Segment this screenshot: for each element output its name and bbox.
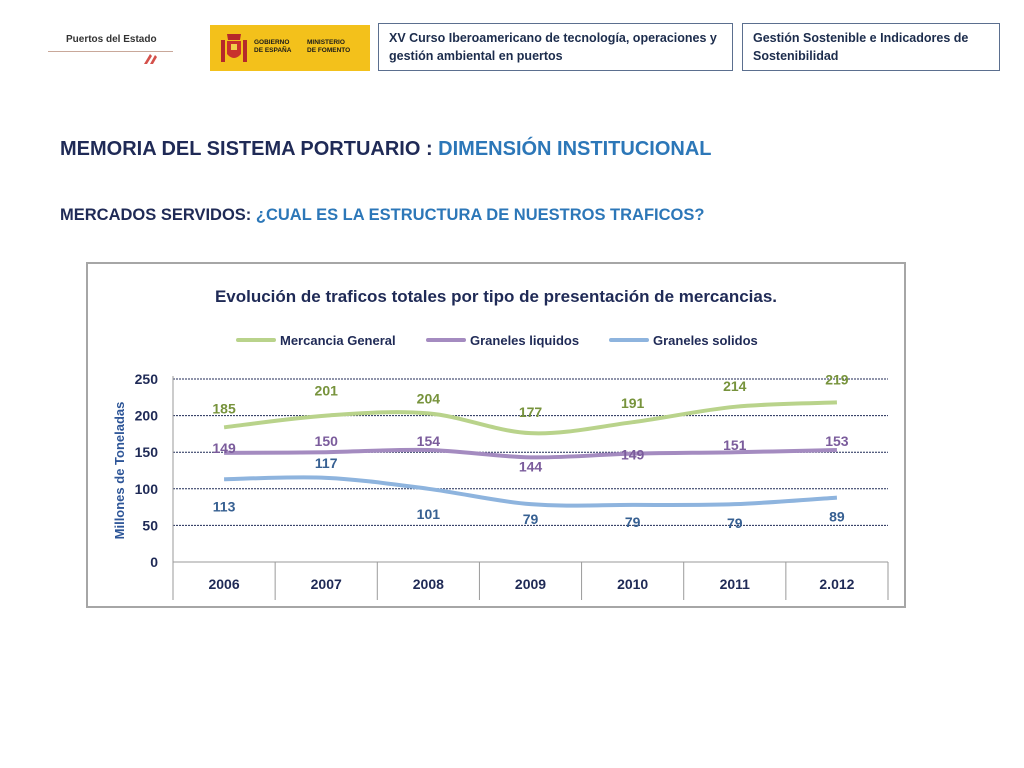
y-tick-label-0: 0 xyxy=(150,554,158,570)
x-tick-label-2009: 2009 xyxy=(515,576,546,592)
data-label-mercancia-general: 214 xyxy=(723,378,747,394)
data-label-graneles-solidos: 117 xyxy=(315,455,338,471)
puertos-del-estado-logo-text: Puertos del Estado xyxy=(66,34,157,45)
chart-title: Evolución de traficos totales por tipo d… xyxy=(215,287,777,306)
page-subtitle: MERCADOS SERVIDOS: ¿CUAL ES LA ESTRUCTUR… xyxy=(60,206,704,225)
page-title: MEMORIA DEL SISTEMA PORTUARIO : DIMENSIÓ… xyxy=(60,138,712,161)
coat-of-arms-icon xyxy=(221,34,247,62)
data-label-graneles-solidos: 113 xyxy=(213,498,236,514)
data-label-graneles-solidos: 101 xyxy=(417,506,441,522)
y-tick-label-100: 100 xyxy=(135,481,159,497)
y-tick-label-250: 250 xyxy=(135,371,159,387)
y-tick-label-50: 50 xyxy=(142,517,158,533)
data-label-graneles-solidos: 79 xyxy=(523,511,539,527)
data-label-mercancia-general: 177 xyxy=(519,404,543,420)
data-label-graneles-solidos: 79 xyxy=(727,515,743,531)
chart-frame: Evolución de traficos totales por tipo d… xyxy=(86,262,906,608)
page-title-prefix: MEMORIA DEL SISTEMA PORTUARIO : xyxy=(60,138,439,160)
series-line-graneles-solidos xyxy=(224,475,838,508)
y-axis-title: Millones de Toneladas xyxy=(112,402,127,540)
series-line-mercancia-general xyxy=(223,400,838,436)
data-label-mercancia-general: 219 xyxy=(825,371,849,387)
data-label-graneles-liquidos: 154 xyxy=(417,433,441,449)
x-tick-label-2.012: 2.012 xyxy=(819,576,854,592)
y-tick-label-150: 150 xyxy=(135,444,159,460)
legend-label-mercancia-general: Mercancia General xyxy=(280,333,396,348)
section-title-box: Gestión Sostenible e Indicadores de Sost… xyxy=(742,23,1000,71)
puertos-emblem-icon xyxy=(144,54,157,64)
x-tick-label-2011: 2011 xyxy=(720,576,751,592)
page-subtitle-highlight: ¿CUAL ES LA ESTRUCTURA DE NUESTROS TRAFI… xyxy=(255,206,705,224)
course-title-box: XV Curso Iberoamericano de tecnología, o… xyxy=(378,23,733,71)
data-label-mercancia-general: 201 xyxy=(315,383,339,399)
x-tick-label-2008: 2008 xyxy=(413,576,444,592)
page-title-highlight: DIMENSIÓN INSTITUCIONAL xyxy=(438,138,712,160)
legend-label-graneles-liquidos: Graneles liquidos xyxy=(470,333,579,348)
data-label-graneles-solidos: 79 xyxy=(625,514,641,530)
line-chart: Evolución de traficos totales por tipo d… xyxy=(112,287,889,600)
legend-label-graneles-solidos: Graneles solidos xyxy=(653,333,758,348)
data-label-mercancia-general: 204 xyxy=(417,390,441,406)
data-label-graneles-solidos: 89 xyxy=(829,509,845,525)
gobierno-text: GOBIERNO DE ESPAÑA xyxy=(254,39,292,54)
logo-divider xyxy=(48,51,173,52)
y-tick-label-200: 200 xyxy=(135,408,159,424)
data-label-graneles-liquidos: 151 xyxy=(723,437,747,453)
gobierno-ministerio-logo: GOBIERNO DE ESPAÑA MINISTERIO DE FOMENTO xyxy=(210,25,370,71)
page-subtitle-prefix: MERCADOS SERVIDOS: xyxy=(60,206,256,224)
puertos-del-estado-logo: Puertos del Estado xyxy=(48,28,178,68)
x-tick-label-2010: 2010 xyxy=(617,576,648,592)
data-label-mercancia-general: 191 xyxy=(621,395,645,411)
data-label-mercancia-general: 185 xyxy=(212,400,236,416)
data-label-graneles-liquidos: 149 xyxy=(621,447,645,463)
data-label-graneles-liquidos: 150 xyxy=(315,433,339,449)
series-line-graneles-liquidos xyxy=(224,447,837,460)
data-label-graneles-liquidos: 153 xyxy=(825,433,849,449)
data-label-graneles-liquidos: 149 xyxy=(212,440,236,456)
x-tick-label-2007: 2007 xyxy=(311,576,342,592)
data-label-graneles-liquidos: 144 xyxy=(519,458,543,474)
x-tick-label-2006: 2006 xyxy=(208,576,239,592)
ministerio-text: MINISTERIO DE FOMENTO xyxy=(307,39,351,54)
